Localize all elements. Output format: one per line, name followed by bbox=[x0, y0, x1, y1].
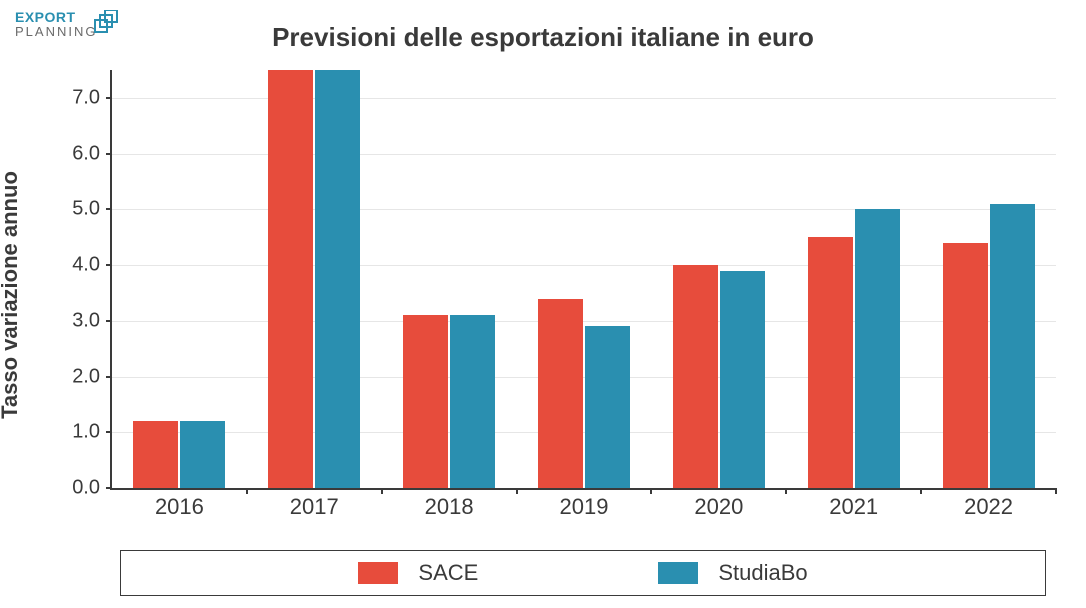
gridline bbox=[112, 154, 1056, 155]
bar-studiabo-2021 bbox=[855, 209, 900, 488]
x-tick-label: 2021 bbox=[829, 494, 878, 520]
plot-area: 0.01.02.03.04.05.06.07.02016201720182019… bbox=[110, 70, 1056, 490]
x-tick-label: 2020 bbox=[694, 494, 743, 520]
bar-sace-2017 bbox=[268, 70, 313, 488]
gridline bbox=[112, 432, 1056, 433]
gridline bbox=[112, 265, 1056, 266]
legend-swatch-studiabo bbox=[658, 562, 698, 584]
legend: SACE StudiaBo bbox=[120, 550, 1046, 596]
y-tick-label: 2.0 bbox=[72, 365, 100, 388]
bar-sace-2018 bbox=[403, 315, 448, 488]
x-tick-label: 2022 bbox=[964, 494, 1013, 520]
x-tick-mark bbox=[516, 488, 518, 494]
y-tick-mark bbox=[106, 153, 112, 155]
x-tick-mark bbox=[246, 488, 248, 494]
y-axis-label: Tasso variazione annuo bbox=[0, 171, 23, 419]
x-tick-mark bbox=[920, 488, 922, 494]
x-tick-label: 2017 bbox=[290, 494, 339, 520]
x-tick-mark bbox=[1055, 488, 1057, 494]
y-tick-label: 3.0 bbox=[72, 309, 100, 332]
bar-sace-2019 bbox=[538, 299, 583, 488]
x-tick-mark bbox=[381, 488, 383, 494]
brand-logo: EXPORT PLANNING bbox=[15, 10, 97, 40]
y-tick-label: 7.0 bbox=[72, 86, 100, 109]
y-tick-mark bbox=[106, 431, 112, 433]
legend-item-sace: SACE bbox=[358, 560, 478, 586]
y-tick-mark bbox=[106, 320, 112, 322]
y-tick-label: 1.0 bbox=[72, 421, 100, 444]
x-tick-mark bbox=[650, 488, 652, 494]
gridline bbox=[112, 377, 1056, 378]
y-tick-label: 0.0 bbox=[72, 477, 100, 500]
bar-sace-2020 bbox=[673, 265, 718, 488]
bar-sace-2016 bbox=[133, 421, 178, 488]
bar-studiabo-2017 bbox=[315, 70, 360, 488]
y-tick-label: 4.0 bbox=[72, 254, 100, 277]
gridline bbox=[112, 209, 1056, 210]
bar-studiabo-2020 bbox=[720, 271, 765, 488]
x-tick-mark bbox=[785, 488, 787, 494]
logo-line2: PLANNING bbox=[15, 25, 97, 39]
legend-item-studiabo: StudiaBo bbox=[658, 560, 807, 586]
bar-sace-2021 bbox=[808, 237, 853, 488]
y-tick-label: 6.0 bbox=[72, 142, 100, 165]
y-tick-mark bbox=[106, 208, 112, 210]
gridline bbox=[112, 321, 1056, 322]
y-tick-label: 5.0 bbox=[72, 198, 100, 221]
x-tick-label: 2019 bbox=[560, 494, 609, 520]
chart-container: Tasso variazione annuo 0.01.02.03.04.05.… bbox=[20, 60, 1066, 530]
x-tick-label: 2018 bbox=[425, 494, 474, 520]
bar-studiabo-2018 bbox=[450, 315, 495, 488]
bar-studiabo-2019 bbox=[585, 326, 630, 488]
x-tick-label: 2016 bbox=[155, 494, 204, 520]
logo-line1: EXPORT bbox=[15, 10, 97, 25]
y-tick-mark bbox=[106, 487, 112, 489]
legend-label-studiabo: StudiaBo bbox=[718, 560, 807, 586]
logo-icon bbox=[93, 10, 119, 36]
bar-studiabo-2016 bbox=[180, 421, 225, 488]
y-tick-mark bbox=[106, 376, 112, 378]
legend-swatch-sace bbox=[358, 562, 398, 584]
legend-label-sace: SACE bbox=[418, 560, 478, 586]
bar-studiabo-2022 bbox=[990, 204, 1035, 488]
chart-title: Previsioni delle esportazioni italiane i… bbox=[272, 22, 814, 53]
bar-sace-2022 bbox=[943, 243, 988, 488]
gridline bbox=[112, 98, 1056, 99]
y-tick-mark bbox=[106, 97, 112, 99]
y-tick-mark bbox=[106, 264, 112, 266]
